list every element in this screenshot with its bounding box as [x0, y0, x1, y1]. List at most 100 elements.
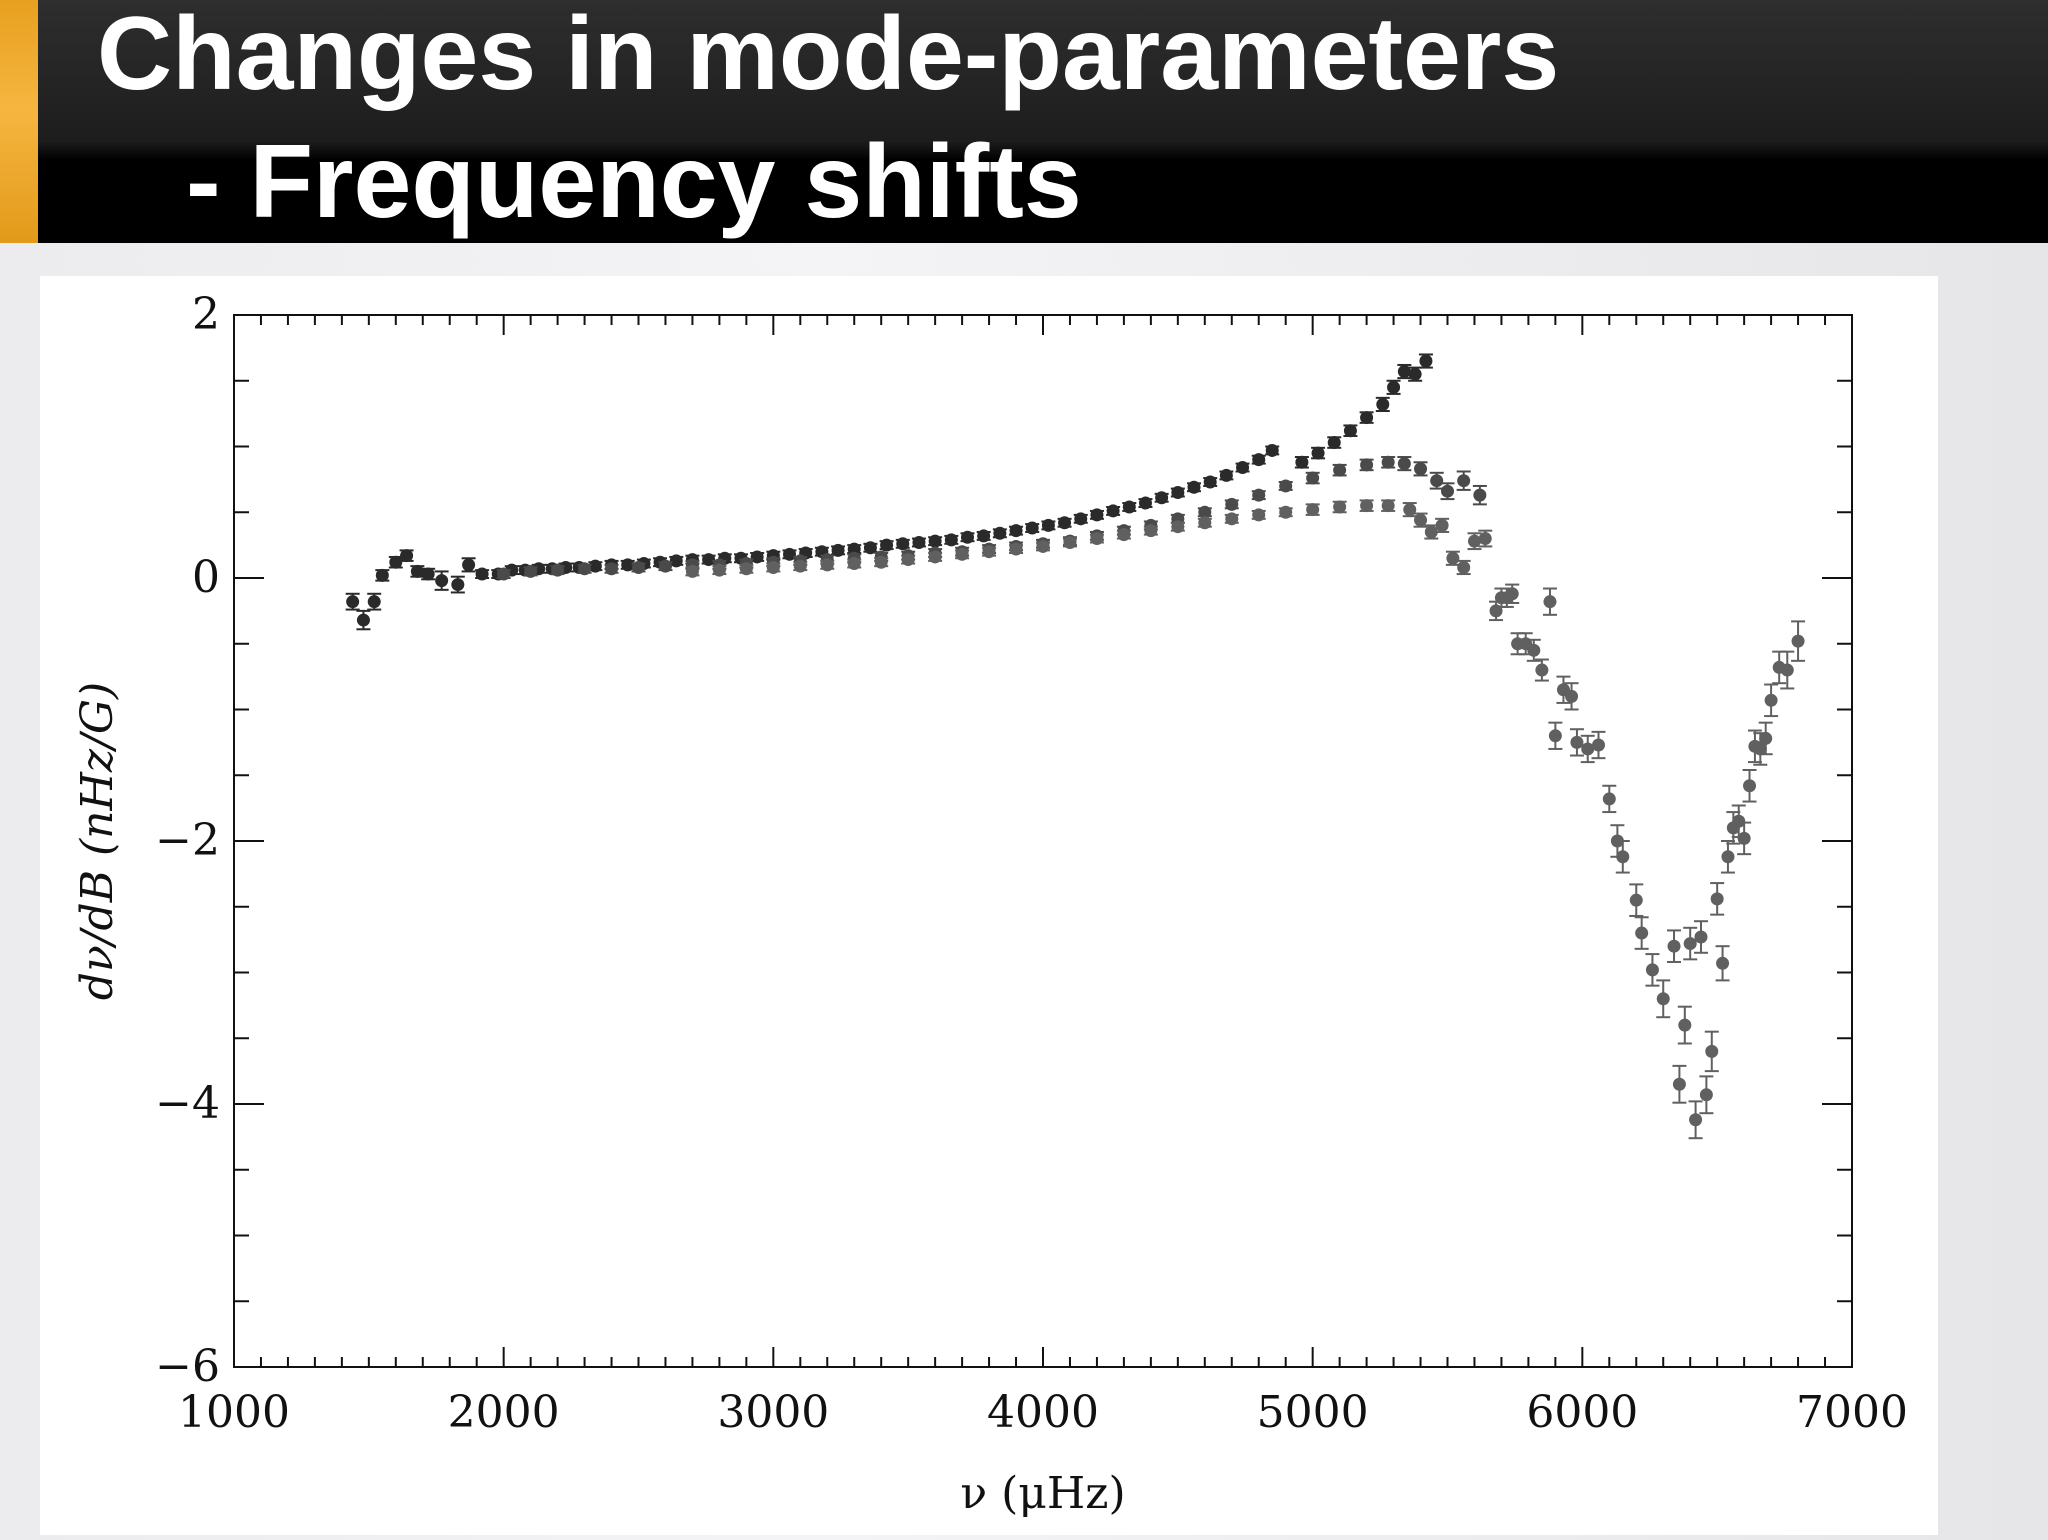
data-point	[1117, 528, 1131, 542]
data-point	[588, 559, 602, 573]
data-point	[389, 555, 403, 569]
y-tick-label: 0	[192, 552, 220, 603]
data-point	[1419, 354, 1433, 368]
data-point	[1009, 542, 1023, 556]
data-point	[1155, 491, 1169, 505]
data-point	[1535, 663, 1549, 677]
data-points	[345, 353, 1806, 1140]
data-point	[1279, 479, 1293, 493]
data-point	[1592, 738, 1606, 752]
data-point	[1252, 508, 1266, 522]
data-point	[346, 595, 360, 609]
x-tick-label: 7000	[1796, 1387, 1908, 1438]
data-point	[928, 550, 942, 564]
data-point	[1548, 729, 1562, 743]
accent-strip	[0, 0, 38, 243]
data-point	[1705, 1044, 1719, 1058]
data-point	[955, 547, 969, 561]
data-point	[551, 563, 565, 577]
data-point	[632, 560, 645, 574]
data-point	[421, 567, 435, 581]
data-point	[1009, 524, 1023, 538]
data-point	[1279, 505, 1293, 519]
data-point	[1505, 587, 1519, 601]
data-point	[669, 554, 683, 568]
data-point	[1311, 446, 1325, 460]
data-point	[1063, 535, 1077, 549]
data-point	[1467, 534, 1481, 548]
data-point	[712, 563, 726, 577]
data-point	[1090, 532, 1104, 546]
data-point	[1252, 488, 1266, 502]
data-point	[1478, 532, 1492, 546]
x-tick-label: 2000	[448, 1387, 560, 1438]
data-point	[702, 553, 716, 567]
y-tick-label: −4	[155, 1078, 220, 1129]
data-point	[847, 557, 861, 571]
data-point	[928, 534, 942, 548]
data-point	[847, 542, 861, 556]
x-tick-label: 1000	[178, 1387, 290, 1438]
data-point	[1716, 956, 1730, 970]
data-point	[896, 537, 910, 551]
data-point	[451, 578, 465, 592]
data-point	[400, 549, 414, 563]
data-point	[1343, 424, 1357, 438]
data-point	[1074, 512, 1088, 526]
y-axis-label: dν/dB (nHz/G)	[72, 682, 123, 1000]
data-point	[1473, 488, 1487, 502]
data-point	[1360, 458, 1374, 472]
data-point	[375, 568, 389, 582]
data-point	[367, 595, 381, 609]
data-point	[1252, 453, 1266, 467]
data-point	[1397, 457, 1411, 471]
x-tick-label: 4000	[987, 1387, 1099, 1438]
data-point	[960, 530, 974, 544]
data-point	[783, 547, 797, 561]
data-point	[1581, 742, 1595, 756]
data-point	[863, 541, 877, 555]
data-point	[1678, 1018, 1692, 1032]
data-point	[977, 529, 991, 543]
data-point	[1457, 474, 1471, 488]
data-point	[475, 567, 489, 581]
data-point	[880, 538, 894, 552]
data-point	[1435, 518, 1449, 532]
data-point	[1144, 524, 1158, 538]
data-point	[1333, 500, 1347, 514]
data-point	[1265, 443, 1279, 457]
data-point	[1656, 992, 1670, 1006]
y-tick-labels: 2 0 −2 −4 −6	[155, 289, 220, 1392]
data-point	[1629, 893, 1643, 907]
data-point	[1360, 411, 1374, 425]
data-point	[1764, 693, 1778, 707]
slide-title-line-1: Changes in mode-parameters	[97, 0, 1560, 112]
data-point	[1306, 471, 1320, 485]
x-tick-labels: 1000 2000 3000 4000 5000 6000 7000	[178, 1387, 1908, 1438]
data-point	[1683, 937, 1697, 951]
data-point	[901, 553, 915, 567]
data-point	[1219, 468, 1233, 482]
data-point	[1381, 499, 1395, 513]
data-point	[1106, 504, 1120, 518]
data-point	[435, 574, 449, 588]
data-point	[1441, 484, 1454, 498]
data-point	[1645, 963, 1659, 977]
data-point	[1306, 503, 1320, 517]
data-point	[1414, 513, 1428, 527]
data-point	[1122, 500, 1136, 514]
data-point	[1672, 1077, 1686, 1091]
data-point	[1090, 508, 1104, 522]
data-point	[1376, 397, 1390, 411]
data-point	[410, 564, 424, 578]
data-point	[1138, 496, 1152, 510]
data-point	[1171, 486, 1185, 500]
data-point	[1667, 939, 1681, 953]
data-point	[944, 533, 958, 547]
data-point	[1616, 850, 1630, 864]
data-point	[1333, 463, 1347, 477]
data-point	[1457, 560, 1471, 574]
data-point	[1198, 505, 1212, 519]
data-point	[793, 559, 807, 573]
data-point	[982, 545, 996, 559]
